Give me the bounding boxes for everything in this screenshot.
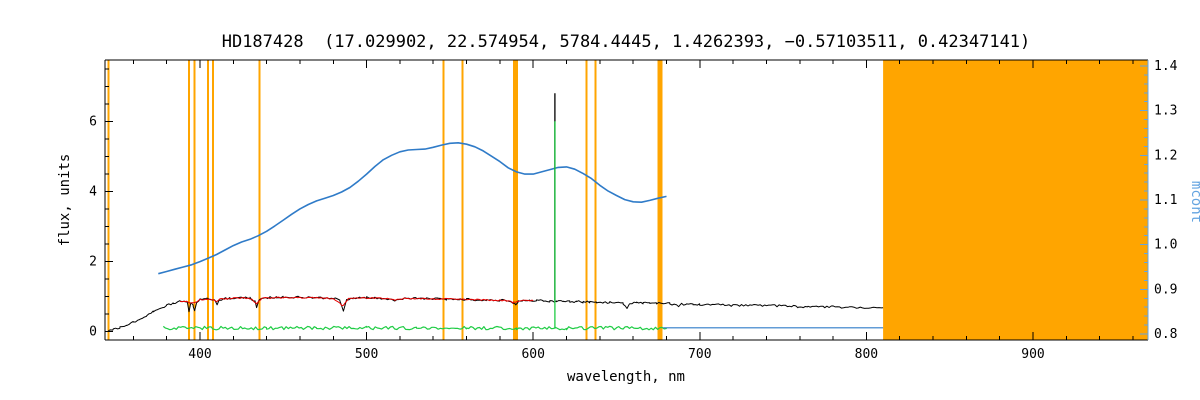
residual-curve: [162, 325, 668, 331]
x-axis-label: wavelength, nm: [567, 369, 685, 385]
flux-tick-label: 6: [89, 114, 97, 129]
x-tick-label: 400: [188, 347, 211, 362]
observed-spectrum: [108, 295, 884, 332]
mcont-tick-label: 1.4: [1154, 59, 1178, 74]
mcont-tick-label: 0.9: [1154, 282, 1177, 297]
x-tick-label: 500: [355, 347, 378, 362]
x-tick-label: 800: [855, 347, 878, 362]
line-markers: [107, 60, 663, 340]
x-tick-label: 600: [521, 347, 544, 362]
mcont-tick-label: 1.0: [1154, 238, 1177, 253]
mcont-tick-label: 1.2: [1154, 148, 1177, 163]
masked-region-band: [883, 60, 1148, 340]
mcont-tick-label: 1.3: [1154, 104, 1177, 119]
right-y-axis-label: mcont: [1188, 181, 1200, 223]
continuum-fit: [179, 296, 534, 307]
flux-tick-label: 2: [89, 254, 97, 269]
mcont-curve: [158, 142, 667, 275]
mcont-tick-label: 0.8: [1154, 327, 1177, 342]
flux-tick-label: 4: [89, 184, 97, 199]
x-tick-label: 700: [688, 347, 711, 362]
x-tick-label: 900: [1021, 347, 1044, 362]
plot-layers: 400 500 600 700 800 900 0 2 4 6 0.8 0.9 1.0 1.1 1.2 1.3…: [89, 59, 1177, 362]
left-y-axis-label: flux, units: [57, 154, 73, 247]
flux-tick-label: 0: [89, 324, 97, 339]
mcont-tick-label: 1.1: [1154, 193, 1177, 208]
plot-title: HD187428 (17.029902, 22.574954, 5784.444…: [222, 32, 1031, 52]
axes: 400 500 600 700 800 900 0 2 4 6 0.8 0.9 1.0 1.1 1.2 1.3…: [89, 59, 1177, 362]
